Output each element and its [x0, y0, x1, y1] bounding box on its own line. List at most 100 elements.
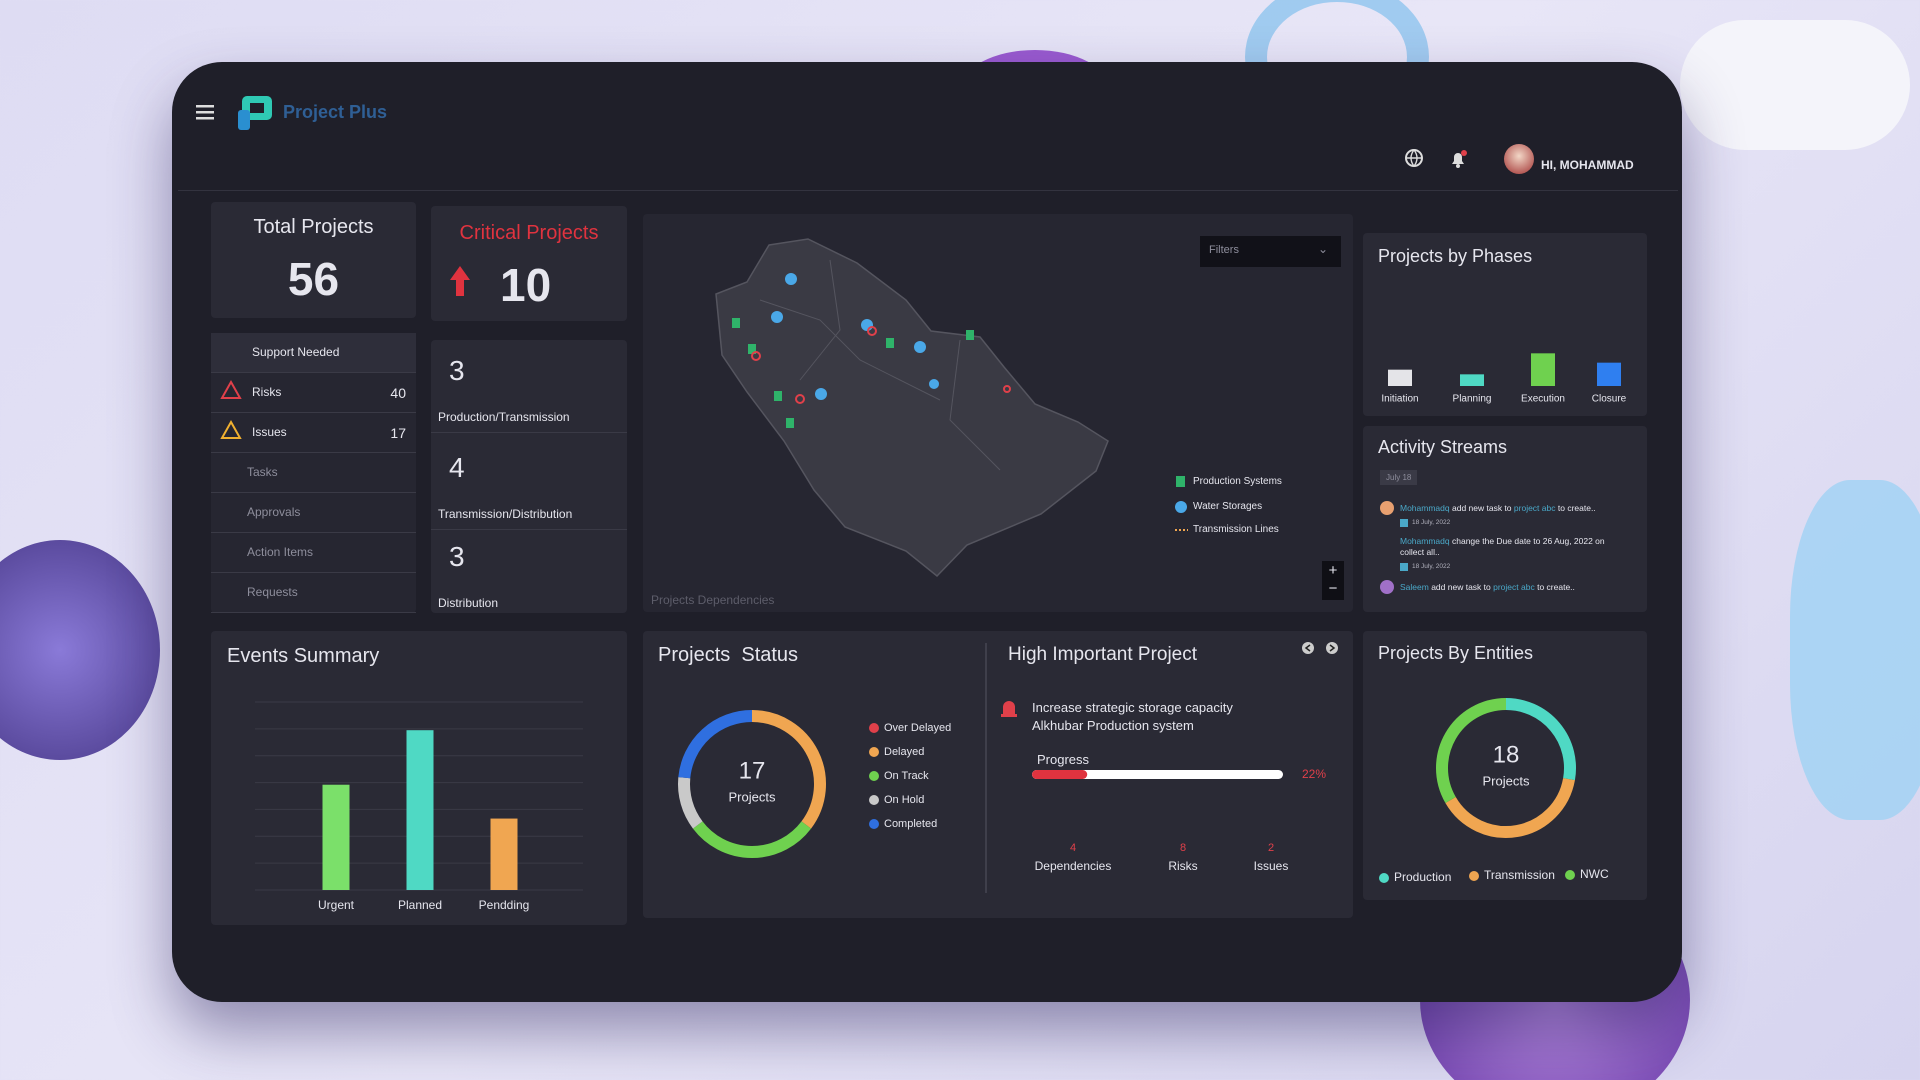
menu-row[interactable] [211, 413, 416, 453]
menu-icon[interactable] [196, 103, 218, 123]
menu-row[interactable] [211, 573, 416, 613]
breakdown-label: Distribution [438, 596, 499, 610]
activity-card [1363, 426, 1647, 612]
stat-label: Issues [1254, 859, 1289, 873]
events-title: Events Summary [227, 645, 380, 667]
hip-system: Alkhubar Production system [1032, 718, 1194, 733]
menu-row[interactable] [211, 333, 416, 373]
globe-icon[interactable] [1403, 147, 1425, 169]
critical-value: 10 [500, 259, 552, 311]
x-tick-label: Closure [1592, 394, 1627, 405]
activity-title: Activity Streams [1378, 437, 1508, 457]
menu-row[interactable] [211, 493, 416, 533]
activity-link[interactable]: project abc [1513, 503, 1556, 513]
menu-row[interactable] [211, 373, 416, 413]
activity-user[interactable]: Mohammadq [1400, 536, 1450, 546]
bar [406, 730, 434, 890]
activity-user[interactable]: Mohammadq [1400, 503, 1450, 513]
legend-swatch [1379, 873, 1389, 883]
hip-name: Increase strategic storage capacity [1032, 700, 1233, 715]
header-divider [178, 190, 1678, 191]
center-value: 18 [1493, 741, 1520, 768]
legend-swatch [869, 795, 879, 805]
critical-title: Critical Projects [459, 222, 599, 244]
hip-title: High Important Project [1008, 644, 1198, 665]
zoom-in[interactable]: + [1328, 562, 1338, 579]
stat-value: 4 [1070, 842, 1076, 854]
bar [490, 818, 518, 890]
breakdown-value: 4 [449, 452, 465, 483]
breakdown-value: 3 [449, 355, 465, 386]
menu-label[interactable]: Support Needed [252, 345, 340, 359]
activity-text: add new task to [1431, 582, 1491, 592]
bar [1460, 374, 1484, 386]
activity-link[interactable]: project abc [1493, 582, 1535, 592]
legend-label: Production [1394, 870, 1451, 884]
legend-swatch [1565, 870, 1575, 880]
filter-dropdown[interactable] [1200, 236, 1341, 267]
menu-label[interactable]: Action Items [247, 545, 314, 559]
map-legend-label: Production Systems [1193, 476, 1282, 487]
breakdown-value: 3 [449, 541, 465, 572]
stat-value: 8 [1180, 842, 1186, 854]
legend-label: Delayed [884, 746, 924, 758]
bell-icon[interactable] [1447, 148, 1469, 170]
menu-label[interactable]: Approvals [247, 505, 301, 519]
menu-count: 17 [390, 425, 406, 441]
brand: Project Plus [283, 102, 388, 122]
greeting[interactable]: HI, MOHAMMAD [1541, 158, 1634, 172]
legend-icon [1176, 476, 1185, 487]
bar [322, 784, 350, 890]
activity-entry: Mohammadq change the Due date to 26 Aug,… [1400, 536, 1620, 558]
date-check [1400, 519, 1408, 527]
issue-icon [220, 419, 242, 439]
activity-entry: Mohammadq add new task to project abc to… [1400, 503, 1620, 514]
map-legend-label: Transmission Lines [1193, 524, 1279, 535]
bar [1597, 362, 1621, 386]
total-card [211, 202, 416, 318]
activity-text: change the Due date to 26 Aug, 2022 on c… [1400, 536, 1605, 557]
menu-count: 40 [390, 385, 406, 401]
decor-cloud [1680, 20, 1910, 150]
x-tick-label: Initiation [1381, 394, 1418, 405]
x-tick-label: Planning [1453, 394, 1492, 405]
center-label: Projects [1483, 773, 1530, 788]
menu-label[interactable]: Risks [252, 385, 282, 399]
menu-label[interactable]: Issues [252, 425, 287, 439]
donut-segment [692, 821, 812, 858]
total-title: Total Projects [253, 216, 374, 238]
legend-label: NWC [1580, 867, 1609, 881]
donut-segment [751, 710, 826, 829]
zoom-out[interactable]: − [1328, 580, 1338, 597]
legend-swatch [869, 771, 879, 781]
activity-user[interactable]: Saleem [1400, 582, 1429, 592]
menu-label[interactable]: Requests [247, 585, 298, 599]
pager[interactable] [1300, 640, 1340, 656]
donut-segment [1505, 698, 1576, 781]
menu-row[interactable] [211, 533, 416, 573]
activity-text: add new task to [1451, 503, 1512, 513]
bar [1388, 369, 1412, 386]
breakdown-label: Transmission/Distribution [438, 507, 573, 521]
menu-label[interactable]: Tasks [247, 465, 278, 479]
progress-label: Progress [1037, 752, 1090, 767]
filter-caret: ⌄ [1318, 242, 1329, 256]
side-menu [211, 333, 416, 613]
logo-icon [238, 96, 272, 130]
activity-entry: Saleem add new task to project abc to cr… [1400, 582, 1620, 593]
filter-label[interactable]: Filters [1209, 244, 1239, 256]
legend-label: Completed [884, 818, 937, 830]
phases-title: Projects by Phases [1378, 246, 1533, 266]
avatar[interactable] [1504, 144, 1534, 174]
progress-fill [1032, 770, 1088, 779]
menu-row[interactable] [211, 453, 416, 493]
critical-card [431, 206, 627, 321]
x-tick-label: Urgent [318, 898, 355, 912]
legend-swatch [1469, 871, 1479, 881]
activity-date: 18 July, 2022 [1412, 519, 1451, 526]
decor-sphere [0, 540, 160, 760]
activity-date: 18 July, 2022 [1412, 563, 1451, 570]
legend-label: On Hold [884, 794, 924, 806]
breakdown-divider [431, 432, 627, 433]
